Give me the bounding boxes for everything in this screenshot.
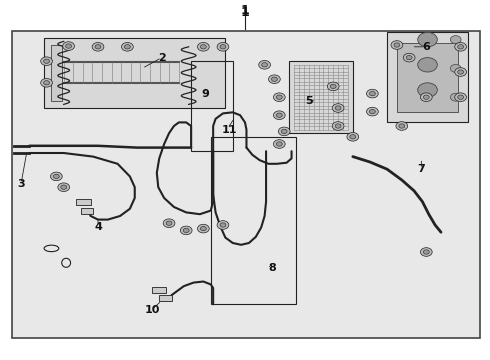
Circle shape: [276, 142, 282, 146]
Circle shape: [330, 84, 336, 89]
Circle shape: [259, 60, 270, 69]
Bar: [152, 287, 166, 293]
Circle shape: [423, 95, 429, 99]
Circle shape: [369, 91, 375, 96]
Circle shape: [180, 226, 192, 235]
Circle shape: [273, 111, 285, 120]
Circle shape: [417, 58, 438, 72]
Circle shape: [423, 250, 429, 254]
Circle shape: [220, 45, 226, 49]
Circle shape: [332, 104, 344, 112]
Circle shape: [403, 53, 415, 62]
Circle shape: [332, 122, 344, 130]
Circle shape: [369, 109, 375, 114]
Circle shape: [450, 64, 461, 72]
Bar: [76, 199, 91, 205]
Circle shape: [278, 127, 290, 136]
Bar: [44, 38, 225, 108]
Circle shape: [41, 57, 52, 66]
Circle shape: [217, 221, 229, 229]
Circle shape: [420, 248, 432, 256]
Circle shape: [197, 42, 209, 51]
Text: 8: 8: [268, 263, 276, 273]
Bar: [397, 43, 458, 112]
Circle shape: [458, 95, 464, 99]
Text: 3: 3: [17, 179, 25, 189]
Circle shape: [124, 45, 130, 49]
Circle shape: [262, 63, 268, 67]
Circle shape: [163, 219, 175, 228]
Circle shape: [367, 89, 378, 98]
Text: 2: 2: [158, 53, 166, 63]
Text: 4: 4: [94, 222, 102, 232]
Circle shape: [417, 83, 438, 97]
Bar: [12, 31, 480, 338]
Circle shape: [399, 124, 405, 128]
Circle shape: [350, 135, 356, 139]
Bar: [81, 208, 93, 214]
Circle shape: [63, 42, 74, 50]
Circle shape: [197, 224, 209, 233]
Circle shape: [335, 106, 341, 110]
Text: 5: 5: [305, 96, 313, 106]
Bar: [387, 32, 468, 122]
Circle shape: [53, 174, 59, 179]
Circle shape: [95, 45, 101, 49]
Circle shape: [455, 42, 466, 51]
Circle shape: [200, 45, 206, 49]
Circle shape: [327, 82, 339, 91]
Circle shape: [335, 124, 341, 128]
Circle shape: [273, 140, 285, 148]
Circle shape: [458, 70, 464, 74]
Circle shape: [183, 228, 189, 233]
Text: 6: 6: [422, 42, 430, 52]
Circle shape: [58, 183, 70, 192]
Circle shape: [217, 42, 229, 51]
Bar: [159, 295, 171, 301]
Bar: [289, 61, 353, 133]
Circle shape: [417, 32, 438, 47]
Circle shape: [44, 59, 49, 63]
Circle shape: [66, 44, 72, 48]
Circle shape: [92, 42, 104, 51]
Bar: [211, 137, 296, 304]
Circle shape: [450, 93, 461, 101]
Circle shape: [271, 77, 277, 81]
Circle shape: [394, 43, 400, 47]
Text: 1: 1: [241, 4, 249, 17]
Circle shape: [44, 81, 49, 85]
Circle shape: [420, 93, 432, 102]
Circle shape: [455, 93, 466, 102]
Circle shape: [166, 221, 172, 225]
Circle shape: [367, 107, 378, 116]
Circle shape: [61, 185, 67, 189]
Text: 9: 9: [202, 89, 210, 99]
Circle shape: [455, 68, 466, 76]
Circle shape: [276, 113, 282, 117]
Circle shape: [122, 42, 133, 51]
Circle shape: [281, 129, 287, 134]
Circle shape: [220, 223, 226, 227]
Circle shape: [50, 172, 62, 181]
Circle shape: [396, 122, 408, 130]
Text: 7: 7: [417, 164, 425, 174]
Circle shape: [276, 95, 282, 99]
Circle shape: [406, 55, 412, 60]
Circle shape: [458, 45, 464, 49]
Circle shape: [347, 132, 359, 141]
Text: 11: 11: [221, 125, 237, 135]
Circle shape: [41, 78, 52, 87]
Circle shape: [273, 93, 285, 102]
Circle shape: [200, 226, 206, 231]
Circle shape: [269, 75, 280, 84]
Circle shape: [450, 36, 461, 44]
Text: 1: 1: [241, 6, 249, 19]
Circle shape: [391, 41, 403, 49]
Bar: [51, 45, 62, 101]
Text: 10: 10: [144, 305, 160, 315]
Bar: [191, 61, 233, 151]
